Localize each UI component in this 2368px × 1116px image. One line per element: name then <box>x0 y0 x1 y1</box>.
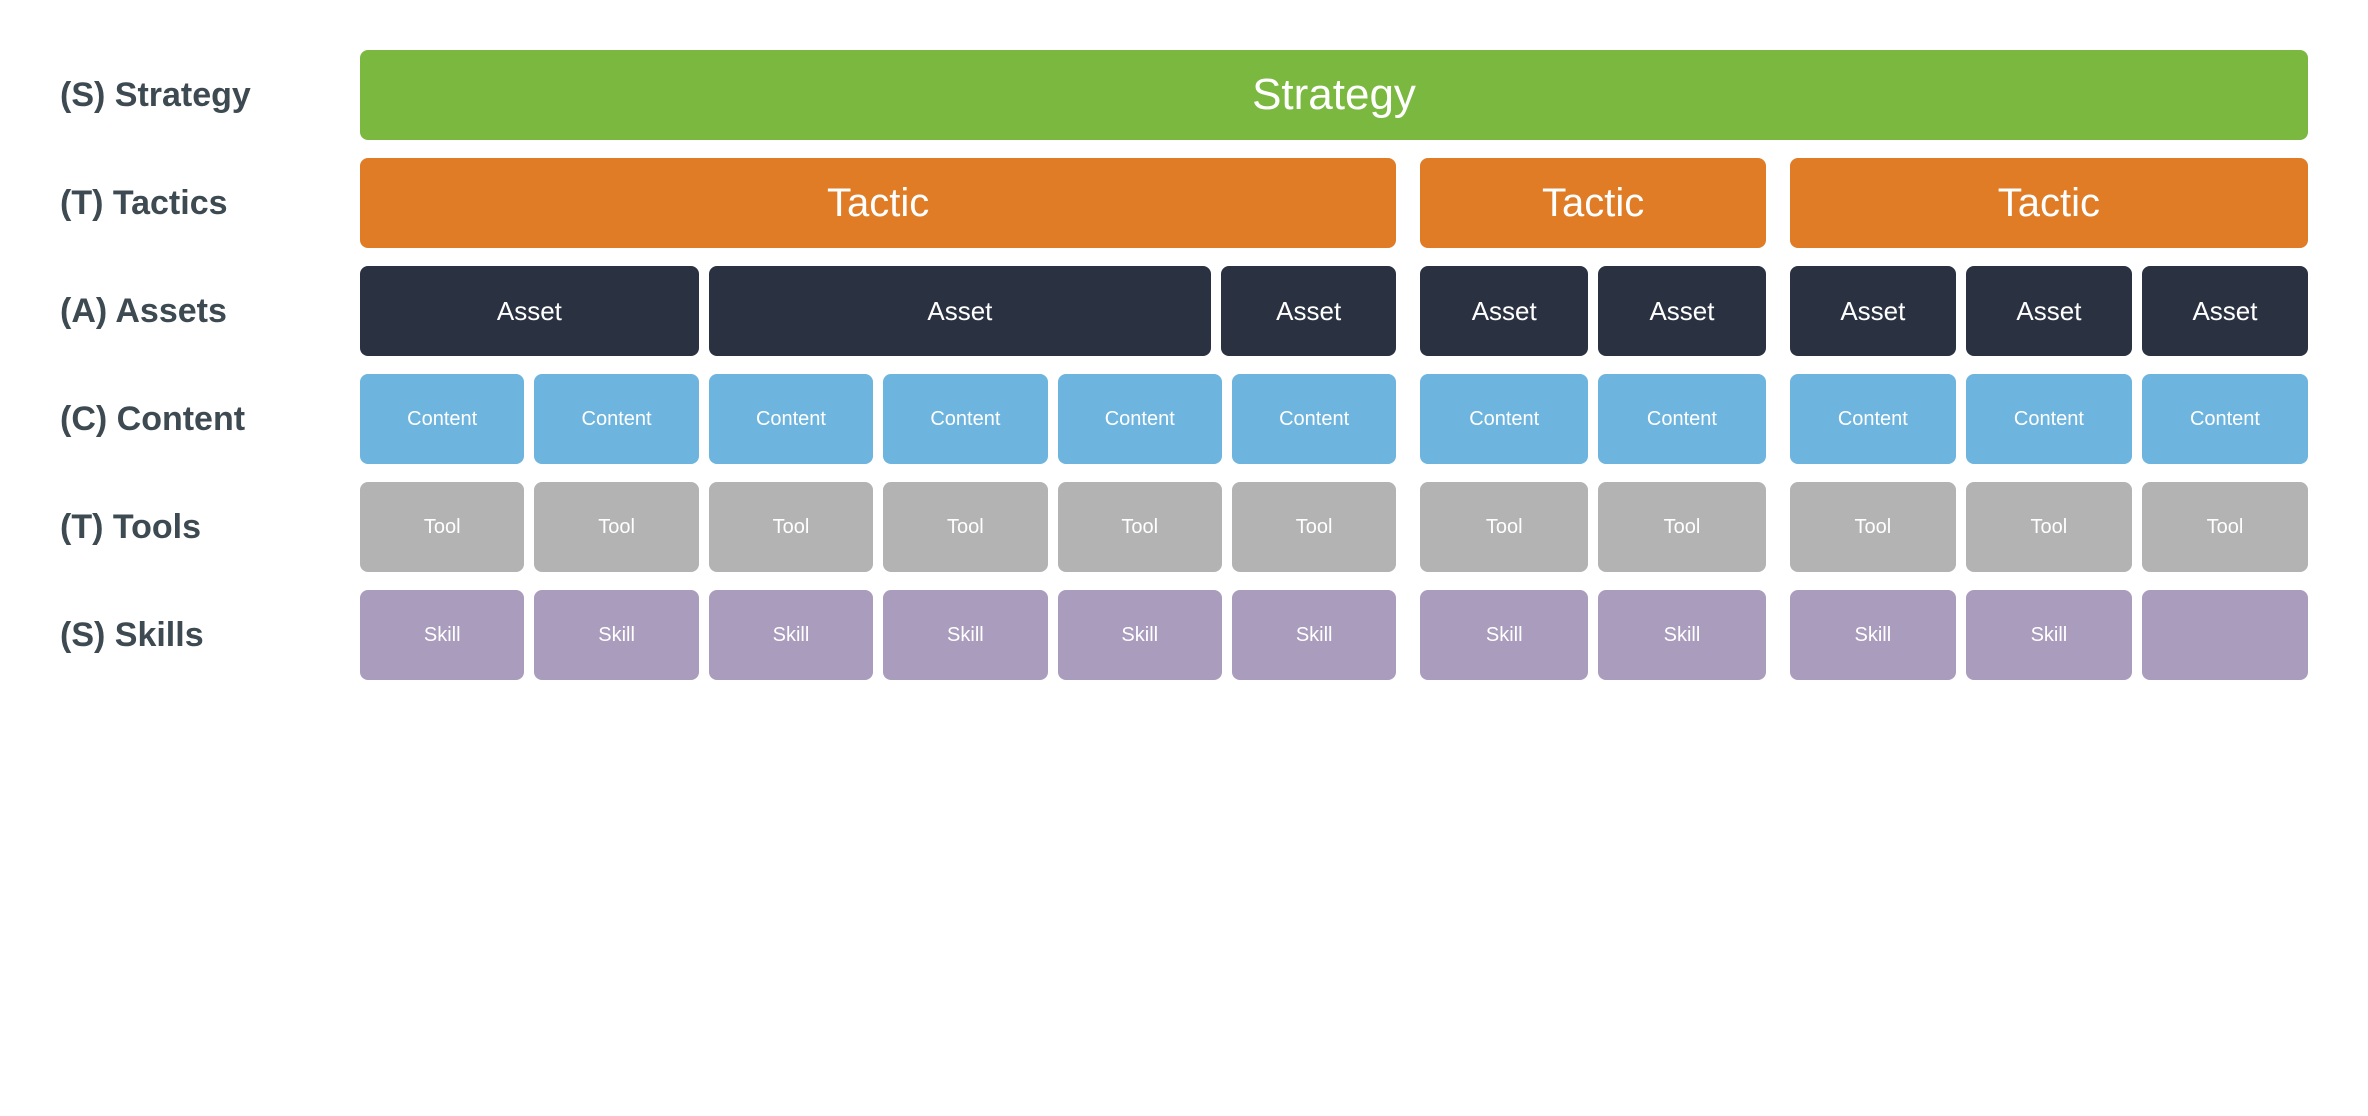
content-block: Content <box>360 374 524 464</box>
content-block: Content <box>1598 374 1766 464</box>
assets-block: Asset <box>1221 266 1396 356</box>
tools-block: Tool <box>1966 482 2132 572</box>
tactics-block: Tactic <box>360 158 1396 248</box>
skills-block: Skill <box>1058 590 1222 680</box>
block-group: ToolToolToolToolToolTool <box>360 482 1396 572</box>
skills-block: Skill <box>1790 590 1956 680</box>
content-block: Content <box>1058 374 1222 464</box>
skills-block: Skill <box>1966 590 2132 680</box>
tools-block: Tool <box>883 482 1047 572</box>
skills-block <box>2142 590 2308 680</box>
block-group: Tactic <box>360 158 1396 248</box>
skills-block: Skill <box>1598 590 1766 680</box>
tools-block: Tool <box>360 482 524 572</box>
content-block: Content <box>2142 374 2308 464</box>
block-group: SkillSkillSkillSkillSkillSkill <box>360 590 1396 680</box>
tools-block: Tool <box>1790 482 1956 572</box>
block-group: ContentContent <box>1420 374 1765 464</box>
assets-block: Asset <box>1420 266 1588 356</box>
row-label-content: (C) Content <box>60 374 360 464</box>
block-group: AssetAsset <box>1420 266 1765 356</box>
skills-block: Skill <box>534 590 698 680</box>
tools-block: Tool <box>1058 482 1222 572</box>
row-blocks-skills: SkillSkillSkillSkillSkillSkillSkillSkill… <box>360 590 2308 680</box>
block-group: Tactic <box>1790 158 2308 248</box>
block-group: ContentContentContent <box>1790 374 2308 464</box>
strategy-block: Strategy <box>360 50 2308 140</box>
row-blocks-tools: ToolToolToolToolToolToolToolToolToolTool… <box>360 482 2308 572</box>
row-strategy: (S) StrategyStrategy <box>60 50 2308 140</box>
tools-block: Tool <box>1420 482 1588 572</box>
tactics-block: Tactic <box>1420 158 1765 248</box>
assets-block: Asset <box>709 266 1211 356</box>
skills-block: Skill <box>709 590 873 680</box>
block-group: AssetAssetAsset <box>360 266 1396 356</box>
tactics-block: Tactic <box>1790 158 2308 248</box>
block-group: SkillSkill <box>1420 590 1765 680</box>
row-label-skills: (S) Skills <box>60 590 360 680</box>
row-assets: (A) AssetsAssetAssetAssetAssetAssetAsset… <box>60 266 2308 356</box>
tools-block: Tool <box>709 482 873 572</box>
row-blocks-content: ContentContentContentContentContentConte… <box>360 374 2308 464</box>
block-group: Strategy <box>360 50 2308 140</box>
content-block: Content <box>883 374 1047 464</box>
tools-block: Tool <box>1598 482 1766 572</box>
assets-block: Asset <box>1598 266 1766 356</box>
block-group: ContentContentContentContentContentConte… <box>360 374 1396 464</box>
row-label-strategy: (S) Strategy <box>60 50 360 140</box>
assets-block: Asset <box>2142 266 2308 356</box>
row-label-tactics: (T) Tactics <box>60 158 360 248</box>
row-blocks-assets: AssetAssetAssetAssetAssetAssetAssetAsset <box>360 266 2308 356</box>
row-content: (C) ContentContentContentContentContentC… <box>60 374 2308 464</box>
assets-block: Asset <box>360 266 699 356</box>
content-block: Content <box>1420 374 1588 464</box>
stacts-diagram: (S) StrategyStrategy(T) TacticsTacticTac… <box>0 0 2368 748</box>
skills-block: Skill <box>1420 590 1588 680</box>
block-group: Tactic <box>1420 158 1765 248</box>
content-block: Content <box>1790 374 1956 464</box>
skills-block: Skill <box>1232 590 1396 680</box>
content-block: Content <box>709 374 873 464</box>
row-blocks-strategy: Strategy <box>360 50 2308 140</box>
assets-block: Asset <box>1966 266 2132 356</box>
row-label-tools: (T) Tools <box>60 482 360 572</box>
row-tools: (T) ToolsToolToolToolToolToolToolToolToo… <box>60 482 2308 572</box>
skills-block: Skill <box>360 590 524 680</box>
block-group: SkillSkill <box>1790 590 2308 680</box>
row-tactics: (T) TacticsTacticTacticTactic <box>60 158 2308 248</box>
row-skills: (S) SkillsSkillSkillSkillSkillSkillSkill… <box>60 590 2308 680</box>
tools-block: Tool <box>2142 482 2308 572</box>
content-block: Content <box>1966 374 2132 464</box>
content-block: Content <box>534 374 698 464</box>
assets-block: Asset <box>1790 266 1956 356</box>
block-group: AssetAssetAsset <box>1790 266 2308 356</box>
row-label-assets: (A) Assets <box>60 266 360 356</box>
block-group: ToolToolTool <box>1790 482 2308 572</box>
tools-block: Tool <box>1232 482 1396 572</box>
block-group: ToolTool <box>1420 482 1765 572</box>
skills-block: Skill <box>883 590 1047 680</box>
content-block: Content <box>1232 374 1396 464</box>
tools-block: Tool <box>534 482 698 572</box>
row-blocks-tactics: Tactic Tactic Tactic <box>360 158 2308 248</box>
